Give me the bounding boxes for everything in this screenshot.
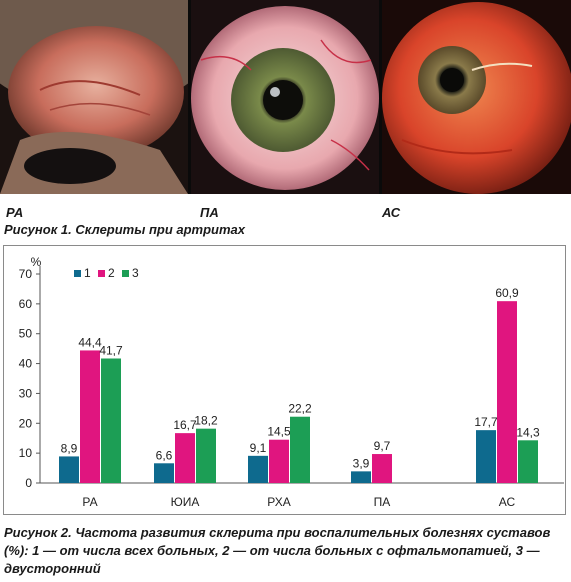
y-tick-label: 10	[19, 446, 33, 460]
bar-АС-series-2	[497, 301, 517, 483]
scleritis-photo-pa	[191, 0, 379, 194]
data-label: 9,1	[250, 441, 267, 455]
bar-РА-series-3	[101, 358, 121, 483]
x-tick-label: РА	[82, 495, 97, 509]
bar-АС-series-1	[476, 430, 496, 483]
legend-swatch-1	[74, 270, 81, 277]
data-label: 6,6	[156, 448, 173, 462]
bar-ЮИА-series-1	[154, 463, 174, 483]
y-tick-label: 30	[19, 386, 33, 400]
scleritis-photo-ra	[0, 0, 188, 194]
data-label: 60,9	[495, 286, 519, 300]
photo-label-as: АС	[382, 205, 401, 220]
y-axis-unit-label: %	[31, 255, 42, 269]
legend-label-2: 2	[108, 266, 115, 280]
scleritis-photo-as	[382, 0, 571, 194]
data-label: 17,7	[474, 415, 498, 429]
data-label: 44,4	[78, 335, 102, 349]
bar-РА-series-2	[80, 350, 100, 483]
bar-РА-series-1	[59, 456, 79, 483]
data-label: 9,7	[374, 439, 391, 453]
y-tick-label: 50	[19, 327, 33, 341]
data-label: 14,3	[516, 425, 540, 439]
y-tick-label: 40	[19, 357, 33, 371]
y-tick-label: 70	[19, 267, 33, 281]
data-label: 16,7	[173, 418, 197, 432]
chart-frame: 0 10 20 30 40 50 60 70% 1 2 3 8,9 44,4 41,7 РА 6,6 16,7 1…	[3, 245, 566, 515]
y-tick-label: 60	[19, 297, 33, 311]
figure-2-caption: Рисунок 2. Частота развития склерита при…	[4, 525, 551, 576]
bar-ЮИА-series-3	[196, 428, 216, 483]
data-label: 41,7	[99, 343, 123, 357]
bar-ПА-series-1	[351, 471, 371, 483]
data-label: 14,5	[267, 425, 291, 439]
data-label: 18,2	[194, 414, 218, 428]
data-label: 8,9	[61, 441, 78, 455]
bar-РХА-series-1	[248, 455, 268, 483]
x-tick-label: ЮИА	[171, 495, 200, 509]
legend-swatch-2	[98, 270, 105, 277]
bar-РХА-series-2	[269, 439, 289, 483]
y-tick-label: 20	[19, 416, 33, 430]
legend-label-3: 3	[132, 266, 139, 280]
y-tick-label: 0	[25, 476, 32, 490]
bar-АС-series-3	[518, 440, 538, 483]
bar-ПА-series-2	[372, 454, 392, 483]
x-tick-label: РХА	[267, 495, 290, 509]
x-tick-label: ПА	[374, 495, 391, 509]
figure-1-caption: Рисунок 1. Склериты при артритах	[4, 222, 246, 237]
legend-label-1: 1	[84, 266, 91, 280]
legend-swatch-3	[122, 270, 129, 277]
bar-ЮИА-series-2	[175, 433, 195, 483]
photo-label-pa: ПА	[200, 205, 219, 220]
bar-РХА-series-3	[290, 416, 310, 483]
data-label: 3,9	[353, 456, 370, 470]
x-tick-label: АС	[499, 495, 516, 509]
figure-1-photo-strip	[0, 0, 571, 194]
photo-label-ra: РА	[6, 205, 24, 220]
data-label: 22,2	[288, 402, 312, 416]
